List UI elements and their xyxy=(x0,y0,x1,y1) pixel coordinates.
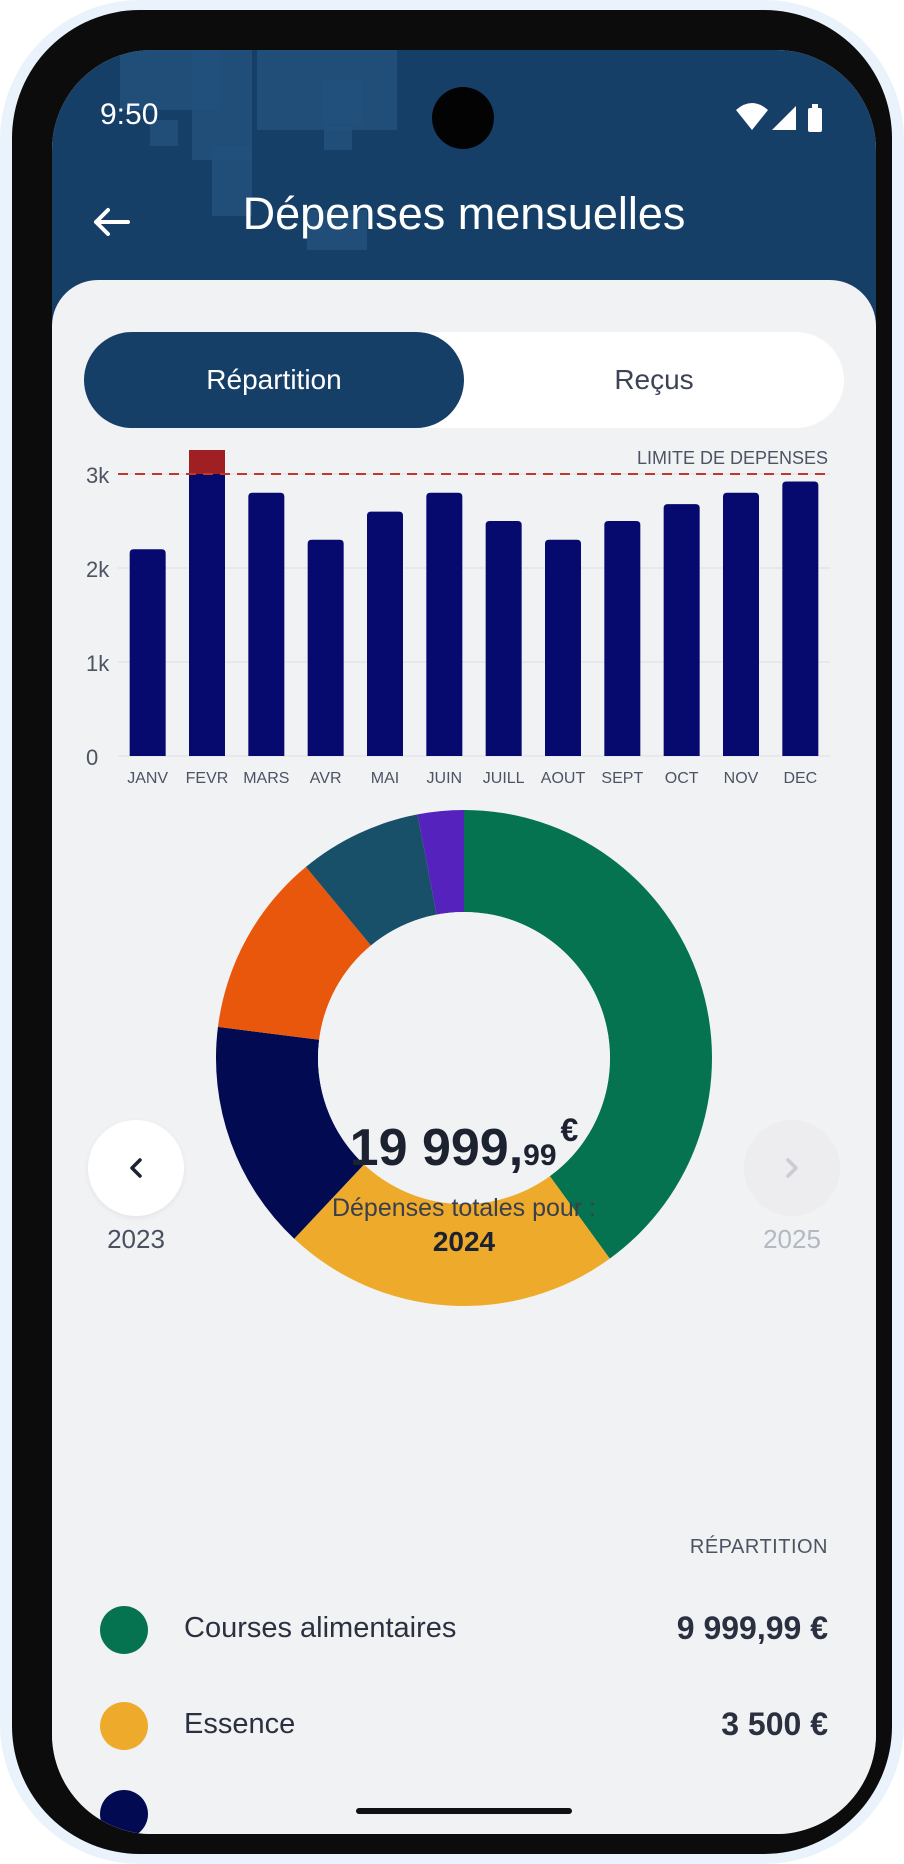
list-item[interactable]: Essence 3 500 € xyxy=(100,1696,828,1756)
header-pattern xyxy=(324,126,352,150)
header-pattern xyxy=(322,80,362,124)
status-icons xyxy=(736,103,822,132)
tab-repartition[interactable]: Répartition xyxy=(84,332,464,428)
front-camera xyxy=(432,87,494,149)
monthly-bar-chart: 0 1k 2k 3k JANV FEVR MARS AVR MAI JUIN JUILL AOUT SE… xyxy=(86,450,830,787)
bar xyxy=(367,511,403,756)
x-tick-label: MARS xyxy=(243,770,289,787)
bar xyxy=(307,539,344,756)
bar-over-limit xyxy=(189,450,225,474)
category-value: 3 500 € xyxy=(721,1706,828,1742)
x-tick-label: SEPT xyxy=(601,770,643,787)
total-amount-decimal: 99 xyxy=(523,1139,557,1172)
header-pattern xyxy=(150,120,178,146)
header-pattern xyxy=(192,50,252,160)
chevron-left-icon xyxy=(130,1158,142,1178)
prev-year-label: 2023 xyxy=(107,1224,165,1254)
next-year-button[interactable] xyxy=(744,1120,840,1216)
chevron-right-icon xyxy=(786,1158,798,1178)
header-pattern xyxy=(307,210,367,250)
breakdown-heading: RÉPARTITION xyxy=(689,1536,828,1558)
total-caption: Dépenses totales pour : xyxy=(331,1194,597,1222)
category-label: Essence xyxy=(184,1708,296,1740)
wifi-icon xyxy=(736,103,768,130)
screen: 9:50 Dépenses mensuelles Répartition Reç… xyxy=(52,50,876,1834)
x-tick-label: AVR xyxy=(310,770,342,787)
list-item[interactable]: Courses alimentaires 9 999,99 € xyxy=(100,1600,828,1660)
donut-slice xyxy=(216,1026,365,1239)
bar xyxy=(426,492,463,756)
x-tick-label: NOV xyxy=(724,770,759,787)
donut-slice xyxy=(217,866,371,1040)
category-label: Courses alimentaires xyxy=(184,1612,457,1644)
bar xyxy=(485,521,522,756)
y-tick-label: 3k xyxy=(86,463,110,488)
total-amount: 19 999,99€ xyxy=(272,1112,656,1178)
header-pattern xyxy=(212,146,252,216)
battery-cap xyxy=(812,104,818,108)
x-tick-label: DEC xyxy=(783,770,817,787)
back-arrow-icon[interactable] xyxy=(88,198,136,246)
bar xyxy=(723,492,759,756)
status-time: 9:50 xyxy=(100,98,159,131)
donut-hole xyxy=(318,912,610,1204)
bar xyxy=(189,474,225,756)
page-title: Dépenses mensuelles xyxy=(242,188,686,239)
bar xyxy=(248,492,285,756)
battery-icon xyxy=(808,108,822,132)
phone-frame: 9:50 Dépenses mensuelles Répartition Reç… xyxy=(12,10,892,1854)
spending-limit-label: LIMITE DE DÉPENSES xyxy=(637,450,828,468)
total-amount-integer: 19 999, xyxy=(349,1119,524,1177)
bar xyxy=(782,481,819,756)
category-color-dot xyxy=(100,1606,148,1654)
x-tick-label: FEVR xyxy=(186,770,229,787)
y-tick-label: 1k xyxy=(86,651,110,676)
category-color-dot xyxy=(100,1702,148,1750)
total-amount-currency: € xyxy=(560,1112,579,1148)
x-tick-label: MAI xyxy=(371,770,399,787)
donut-slice xyxy=(305,814,437,946)
signal-icon xyxy=(772,106,796,130)
bar xyxy=(604,521,641,756)
bar xyxy=(663,504,700,756)
home-indicator[interactable] xyxy=(356,1808,572,1814)
x-tick-label: AOUT xyxy=(541,770,586,787)
x-tick-label: JUIN xyxy=(427,770,463,787)
category-value: 9 999,99 € xyxy=(676,1610,828,1646)
prev-year-button[interactable] xyxy=(88,1120,184,1216)
y-tick-label: 2k xyxy=(86,557,110,582)
bar xyxy=(545,539,581,756)
donut-slice xyxy=(464,810,712,1259)
bar xyxy=(129,549,166,756)
segmented-control: Répartition Reçus xyxy=(84,332,844,428)
donut-slice xyxy=(417,810,464,915)
x-tick-label: OCT xyxy=(665,770,699,787)
donut-slice xyxy=(294,1164,610,1306)
tab-recus[interactable]: Reçus xyxy=(614,364,694,395)
next-category-color-dot xyxy=(100,1790,148,1834)
x-tick-label: JANV xyxy=(127,770,168,787)
next-year-label: 2025 xyxy=(763,1224,821,1254)
category-donut-chart xyxy=(216,810,712,1306)
y-tick-label: 0 xyxy=(86,745,98,770)
x-tick-label: JUILL xyxy=(483,770,525,787)
selected-year: 2024 xyxy=(432,1226,496,1257)
